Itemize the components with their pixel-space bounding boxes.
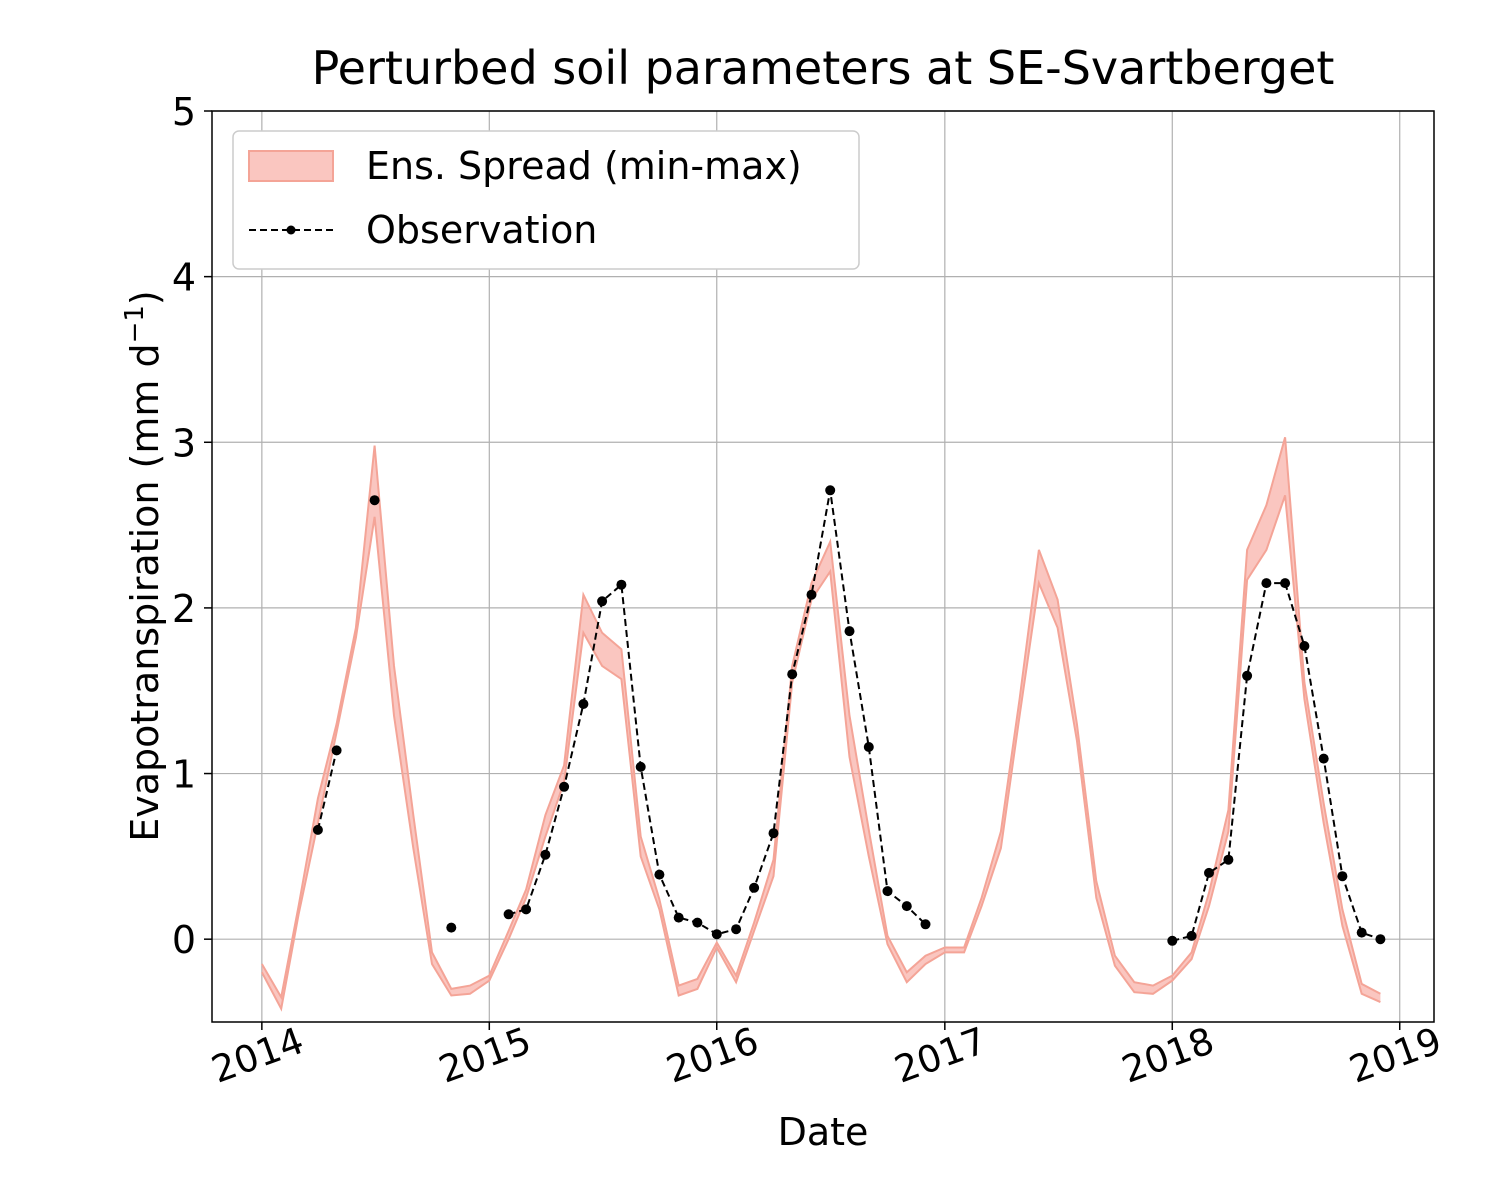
observation-point — [331, 745, 342, 756]
observation-point — [1167, 935, 1178, 946]
y-tick-label: 3 — [172, 421, 196, 465]
y-axis-label: Evapotranspiration (mm d−1) — [120, 290, 167, 842]
plot-frame — [211, 110, 1435, 1023]
observation-point — [1375, 934, 1386, 945]
observation-point — [1337, 871, 1348, 882]
y-tick-label: 0 — [172, 918, 196, 962]
y-axis-label-main: Evapotranspiration (mm d — [123, 343, 167, 841]
observation-point — [597, 596, 608, 607]
observation-point — [1299, 641, 1310, 651]
observation-point — [1223, 854, 1234, 865]
legend: Ens. Spread (min-max) Observation — [232, 130, 860, 270]
y-tick-label: 5 — [172, 90, 196, 134]
y-axis-label-sup: −1 — [120, 305, 150, 343]
observation-line-segment — [1172, 582, 1381, 942]
observation-point — [711, 929, 722, 940]
observation-point — [1186, 930, 1197, 941]
observation-point — [654, 869, 665, 880]
observation-point — [312, 824, 323, 835]
legend-box — [232, 130, 860, 270]
observation-point — [1242, 670, 1253, 681]
observation-point — [787, 669, 798, 680]
observation-point — [920, 919, 931, 930]
legend-spread-swatch — [248, 150, 334, 182]
x-tick-label: 2014 — [206, 1019, 309, 1092]
observation-point — [692, 917, 703, 928]
legend-observation-marker — [286, 225, 296, 235]
spread-band-layer — [261, 437, 1381, 1012]
spread-lower-edge — [261, 494, 1381, 1012]
observation-point — [901, 901, 912, 912]
observation-point — [635, 761, 646, 772]
observation-point — [1356, 927, 1367, 938]
observation-point — [1204, 867, 1214, 878]
observation-point — [503, 909, 514, 920]
observation-point — [806, 589, 817, 600]
x-tick-label: 2019 — [1344, 1019, 1447, 1092]
x-tick-label: 2015 — [433, 1019, 536, 1092]
x-axis-label: Date — [778, 1110, 869, 1154]
x-tick-label: 2017 — [889, 1019, 992, 1092]
observation-point — [1261, 578, 1272, 589]
legend-spread-label: Ens. Spread (min-max) — [366, 144, 802, 188]
observation-layer — [312, 485, 1386, 946]
legend-observation-label: Observation — [366, 208, 597, 252]
observation-point — [863, 742, 874, 752]
spread-upper-edge — [261, 437, 1381, 1001]
y-axis-label-close: ) — [123, 290, 167, 305]
observation-point — [825, 485, 836, 496]
observation-point — [673, 912, 684, 923]
y-tick-label: 4 — [172, 256, 196, 300]
observation-point — [768, 828, 779, 839]
observation-point — [446, 922, 457, 933]
observation-point — [559, 781, 570, 792]
observation-point — [369, 495, 380, 506]
x-tick-label: 2016 — [661, 1019, 764, 1092]
y-tick-label: 1 — [172, 753, 196, 797]
observation-point — [616, 579, 627, 590]
x-tick-label: 2018 — [1116, 1019, 1219, 1092]
observation-point — [731, 924, 742, 935]
observation-point — [578, 699, 589, 709]
observation-line-segment — [316, 750, 338, 831]
observation-point — [749, 882, 760, 893]
y-tick-label: 2 — [172, 587, 196, 631]
x-axis-ticks: 2014 2015 2016 2017 2018 2019 — [206, 1019, 1447, 1092]
observation-point — [1318, 753, 1329, 764]
spread-band — [261, 437, 1381, 1009]
observation-point — [1280, 578, 1291, 589]
observation-point — [844, 626, 855, 637]
observation-point — [540, 849, 551, 860]
observation-point — [882, 886, 893, 897]
y-axis-ticks: 0 1 2 3 4 5 — [172, 90, 212, 962]
observation-point — [521, 904, 532, 915]
chart-title: Perturbed soil parameters at SE-Svartber… — [312, 41, 1335, 95]
